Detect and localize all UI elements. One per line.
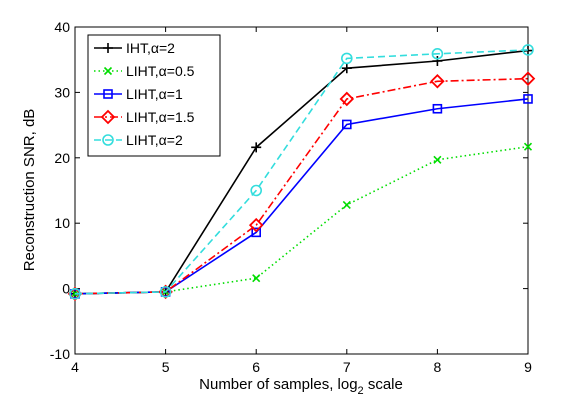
y-tick-label: 30 [54, 84, 70, 100]
data-point-circle [159, 286, 172, 298]
y-tick-label: 40 [54, 19, 70, 35]
y-tick-label: -10 [50, 346, 70, 362]
data-point-square [432, 103, 443, 114]
x-tick-label: 8 [434, 359, 442, 375]
x-tick-label: 4 [71, 359, 79, 375]
x-tick-label: 9 [524, 359, 532, 375]
data-point-plus [341, 63, 352, 74]
data-point-x [103, 66, 113, 76]
data-point-square [251, 227, 261, 238]
data-point-plus [251, 142, 262, 153]
data-point-diamond [520, 71, 536, 86]
series-line [74, 77, 529, 295]
legend-label: LIHT,α=2 [126, 132, 183, 148]
data-point-x [433, 155, 442, 164]
legend-label: LIHT,α=1.5 [126, 109, 195, 125]
data-point-circle [522, 44, 534, 56]
legend-item: LIHT,α=1.5 [94, 109, 195, 125]
data-point-circle [340, 52, 353, 65]
data-point-diamond [100, 109, 116, 125]
x-axis-label: Number of samples, log2 scale [199, 376, 403, 397]
data-point-diamond [248, 217, 264, 233]
legend-item: LIHT,α=0.5 [94, 63, 195, 79]
data-point-plus [432, 56, 443, 67]
data-point-square [103, 89, 113, 99]
y-tick-label: 0 [62, 281, 70, 297]
legend-item: LIHT,α=1 [94, 86, 183, 102]
x-tick-label: 6 [252, 359, 260, 375]
y-tick-label: 10 [54, 215, 70, 231]
data-point-x [342, 200, 351, 209]
data-point-circle [250, 184, 263, 197]
data-point-circle [69, 288, 81, 300]
data-point-square [523, 94, 533, 104]
legend-label: LIHT,α=1 [126, 86, 183, 102]
data-point-circle [102, 134, 114, 146]
data-point-square [341, 119, 352, 130]
x-tick-label: 5 [162, 359, 170, 375]
data-point-plus [103, 43, 113, 53]
legend-item: LIHT,α=2 [94, 132, 183, 148]
series-5 [69, 44, 534, 300]
legend-label: LIHT,α=0.5 [126, 63, 195, 79]
x-tick-label: 7 [343, 359, 351, 375]
series-line [74, 145, 529, 295]
data-point-circle [431, 48, 444, 60]
data-point-diamond [430, 74, 445, 89]
data-point-x [523, 142, 533, 151]
y-axis-label: Reconstruction SNR, dB [21, 109, 38, 272]
data-point-diamond [339, 91, 355, 107]
legend-item: IHT,α=2 [94, 40, 175, 56]
legend-label: IHT,α=2 [126, 40, 175, 56]
data-point-x [252, 274, 261, 283]
y-tick-label: 20 [54, 150, 70, 166]
